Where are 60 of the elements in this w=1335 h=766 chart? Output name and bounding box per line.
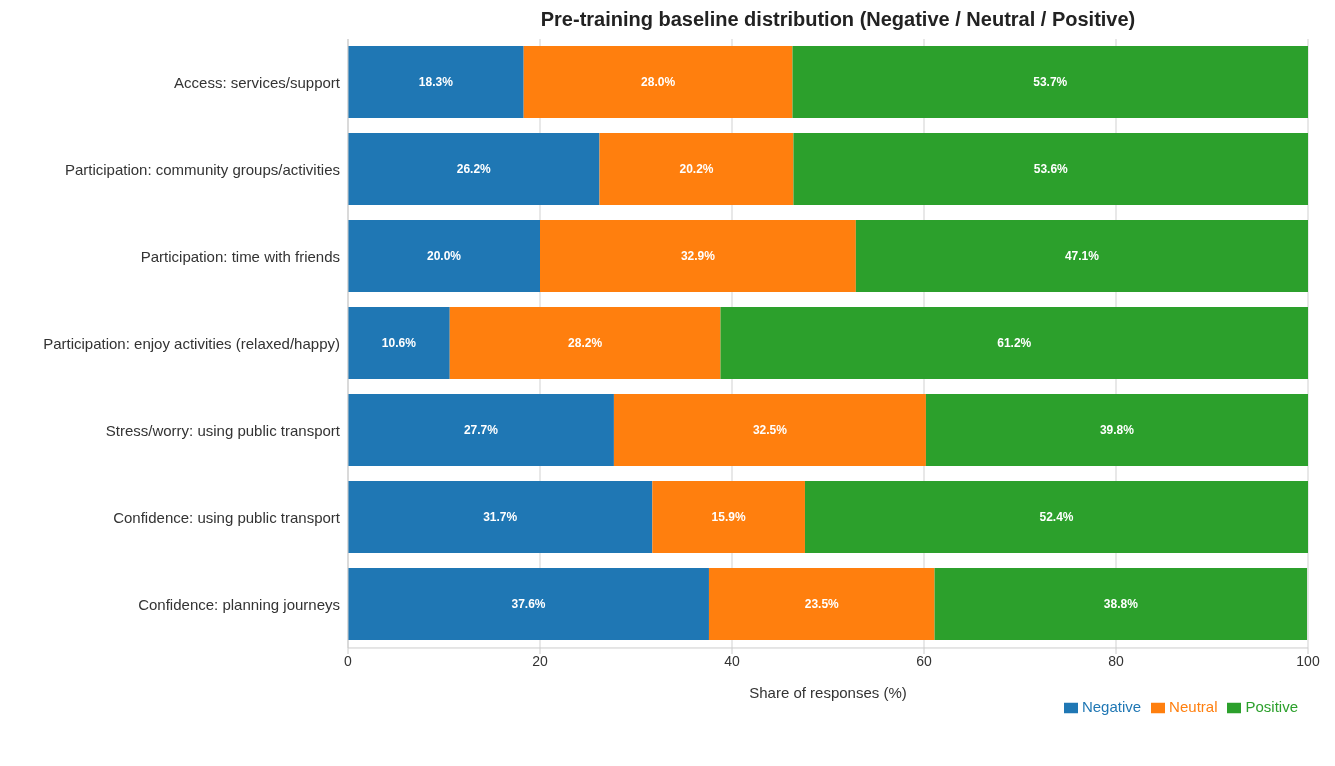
y-tick-label: Confidence: planning journeys bbox=[138, 595, 340, 613]
y-tick-label: Stress/worry: using public transport bbox=[105, 421, 341, 439]
x-tick-label: 0 bbox=[344, 652, 353, 669]
data-label: 28.2% bbox=[568, 335, 603, 350]
x-tick-label: 80 bbox=[1108, 652, 1124, 669]
data-label: 61.2% bbox=[997, 335, 1032, 350]
x-tick-label: 20 bbox=[532, 652, 548, 669]
bar bbox=[449, 306, 721, 379]
bar bbox=[720, 306, 1308, 379]
legend-label: Neutral bbox=[1169, 697, 1218, 715]
legend-label: Negative bbox=[1081, 697, 1142, 715]
y-tick-label: Participation: enjoy activities (relaxed/happy) bbox=[43, 334, 340, 352]
data-label: 53.6% bbox=[1033, 162, 1069, 176]
data-label: 20.0% bbox=[426, 248, 462, 263]
x-tick-label: 60 bbox=[916, 652, 932, 669]
data-label: 28.0% bbox=[641, 75, 676, 89]
data-label: 31.7% bbox=[483, 509, 518, 524]
x-axis-title: Share of responses (%) bbox=[749, 683, 907, 701]
y-tick-label: Participation: time with friends bbox=[140, 247, 340, 265]
data-label: 37.6% bbox=[511, 596, 546, 611]
bar bbox=[348, 567, 709, 640]
chart-title: Pre-training baseline distribution (Negative / Neutral / Positive) bbox=[539, 8, 1137, 31]
data-label: 26.2% bbox=[456, 162, 492, 176]
data-label: 52.4% bbox=[1039, 509, 1074, 524]
data-label: 39.8% bbox=[1099, 422, 1135, 437]
data-label: 53.7% bbox=[1033, 75, 1068, 89]
y-tick-label: Access: services/support bbox=[174, 73, 341, 91]
data-label: 23.5% bbox=[804, 596, 840, 611]
bar bbox=[708, 567, 935, 640]
bar bbox=[348, 393, 614, 466]
bar bbox=[540, 219, 856, 292]
bar bbox=[348, 480, 653, 553]
bar bbox=[348, 46, 524, 118]
x-tick-label: 40 bbox=[724, 652, 740, 669]
bar bbox=[613, 393, 926, 466]
bar bbox=[523, 46, 793, 118]
y-tick-label: Confidence: using public transport bbox=[113, 508, 341, 526]
data-label: 32.9% bbox=[680, 248, 716, 263]
data-label: 38.8% bbox=[1103, 596, 1139, 611]
bar bbox=[348, 306, 450, 379]
bar bbox=[348, 219, 540, 292]
bar bbox=[925, 393, 1308, 466]
data-label: 10.6% bbox=[381, 335, 417, 350]
legend-label: Positive bbox=[1245, 697, 1298, 715]
data-label: 20.2% bbox=[679, 162, 714, 176]
bar bbox=[855, 219, 1308, 292]
bar bbox=[792, 46, 1308, 118]
data-label: 18.3% bbox=[418, 75, 454, 89]
x-tick-label: 100 bbox=[1296, 652, 1320, 669]
bar bbox=[652, 480, 805, 553]
bar bbox=[804, 480, 1308, 553]
data-label: 15.9% bbox=[711, 509, 746, 524]
bar bbox=[599, 133, 794, 205]
bar bbox=[348, 133, 600, 205]
data-label: 27.7% bbox=[463, 422, 499, 437]
bar bbox=[793, 133, 1308, 205]
data-label: 32.5% bbox=[752, 422, 788, 437]
data-label: 47.1% bbox=[1064, 248, 1100, 263]
bar bbox=[934, 567, 1308, 640]
y-tick-label: Participation: community groups/activities bbox=[64, 160, 340, 178]
